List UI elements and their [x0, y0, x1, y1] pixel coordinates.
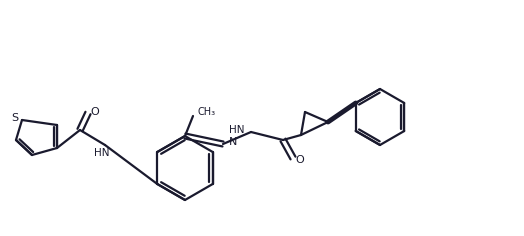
Text: N: N	[229, 137, 237, 147]
Text: CH₃: CH₃	[198, 107, 216, 117]
Text: HN: HN	[230, 125, 245, 135]
Text: S: S	[12, 113, 18, 123]
Text: HN: HN	[94, 148, 110, 158]
Text: O: O	[91, 107, 100, 117]
Text: O: O	[296, 155, 304, 165]
